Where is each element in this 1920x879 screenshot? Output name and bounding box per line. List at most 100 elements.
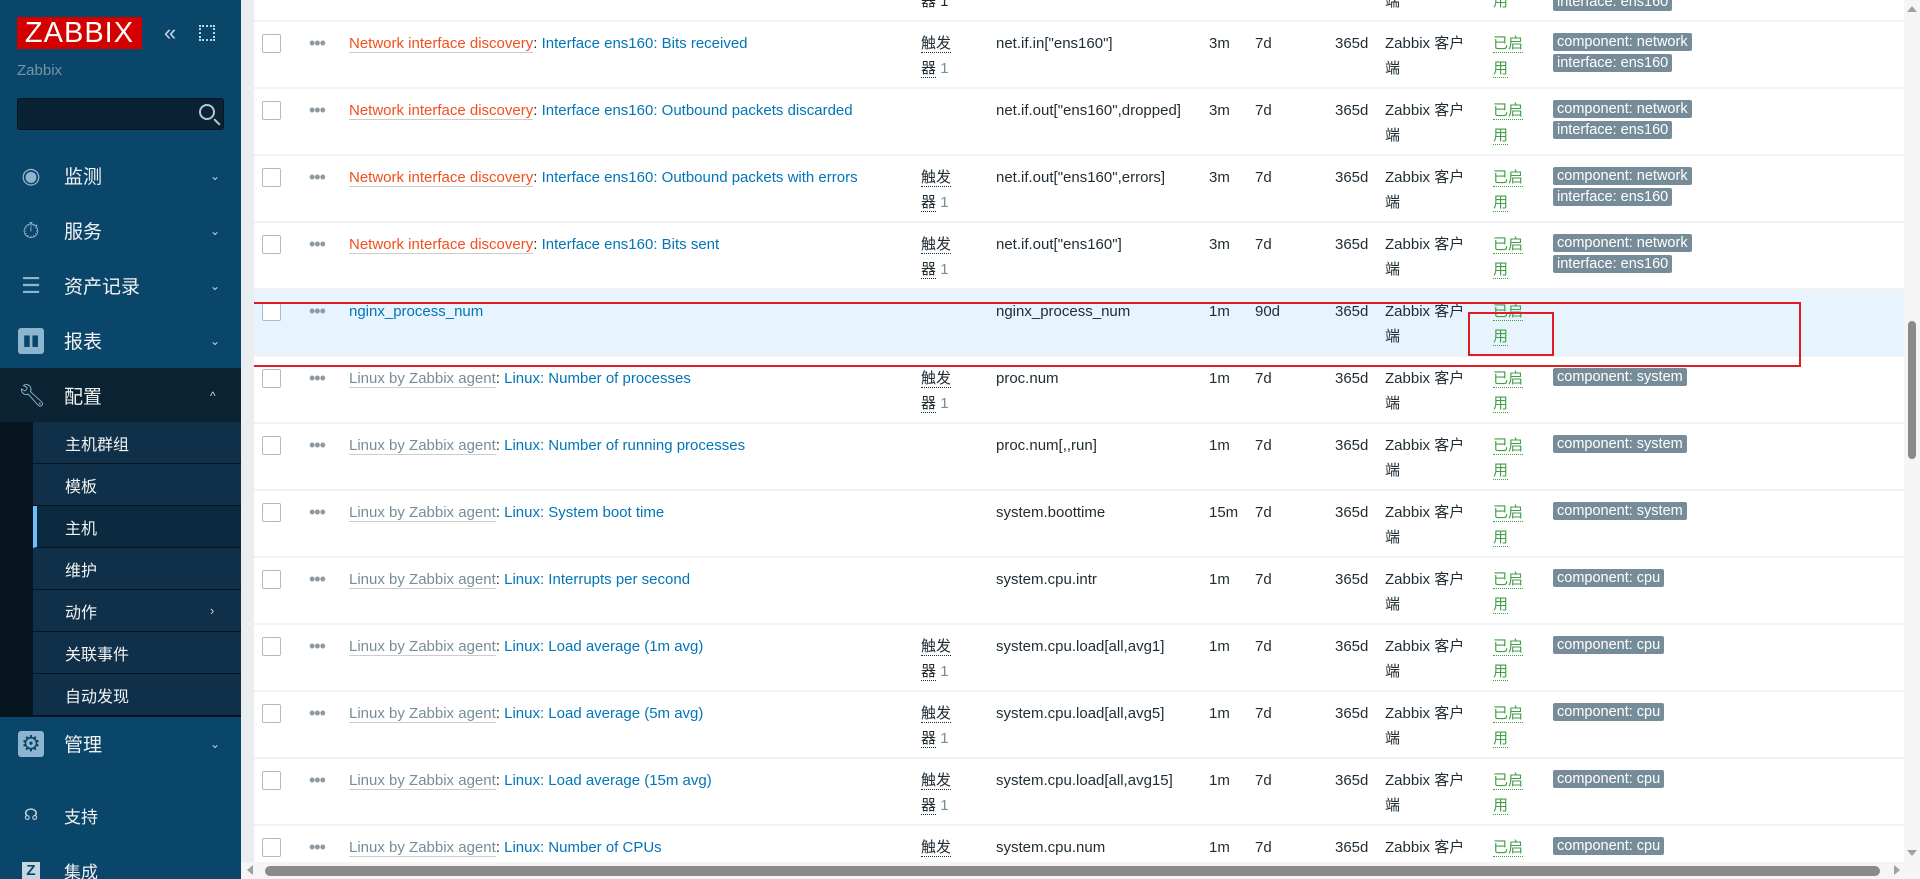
template-link[interactable]: Linux by Zabbix agent <box>349 437 496 455</box>
item-name-link[interactable]: Linux: Number of processes <box>504 370 691 387</box>
row-checkbox[interactable] <box>262 570 281 589</box>
submenu-event-correlation[interactable]: 关联事件 <box>33 632 241 674</box>
triggers-label[interactable]: 触发器 <box>921 638 952 681</box>
status-toggle[interactable]: 已启用 <box>1493 634 1525 684</box>
scroll-down-icon[interactable] <box>1907 850 1917 856</box>
triggers-link[interactable]: 触发器 1 <box>921 701 961 751</box>
status-toggle[interactable]: 已启用 <box>1493 98 1525 148</box>
search-input[interactable] <box>17 98 224 130</box>
item-name-link[interactable]: Linux: Interrupts per second <box>504 571 691 588</box>
row-checkbox[interactable] <box>262 168 281 187</box>
scroll-up-icon[interactable] <box>1907 6 1917 12</box>
item-name-link[interactable]: Linux: Load average (5m avg) <box>504 705 704 722</box>
scrollbar-thumb[interactable] <box>265 866 1880 876</box>
more-actions-icon[interactable]: ••• <box>309 167 326 187</box>
status-toggle[interactable]: 已启用 <box>1493 433 1525 483</box>
more-actions-icon[interactable]: ••• <box>309 569 326 589</box>
more-actions-icon[interactable]: ••• <box>309 502 326 522</box>
triggers-link[interactable]: 器 1 <box>921 0 949 10</box>
status-toggle[interactable]: 已启用 <box>1493 165 1525 215</box>
status-label[interactable]: 已启用 <box>1493 437 1524 480</box>
menu-reports[interactable]: ▮▮ 报表 ⌄ <box>0 313 241 368</box>
item-name-link[interactable]: Linux: Load average (1m avg) <box>504 638 704 655</box>
status-label[interactable]: 已启用 <box>1493 169 1524 212</box>
more-actions-icon[interactable]: ••• <box>309 770 326 790</box>
row-checkbox[interactable] <box>262 637 281 656</box>
triggers-label[interactable]: 触发器 <box>921 35 952 78</box>
submenu-hosts[interactable]: 主机 <box>33 506 241 548</box>
more-actions-icon[interactable]: ••• <box>309 234 326 254</box>
more-actions-icon[interactable]: ••• <box>309 636 326 656</box>
status-label[interactable]: 已启用 <box>1493 571 1524 614</box>
status-label[interactable]: 已启用 <box>1493 839 1524 862</box>
more-actions-icon[interactable]: ••• <box>309 435 326 455</box>
menu-integrations[interactable]: Z 集成 <box>0 843 241 879</box>
status-toggle[interactable]: 已启用 <box>1493 500 1525 550</box>
item-name-link[interactable]: Interface ens160: Outbound packets with … <box>541 169 858 186</box>
template-link[interactable]: Linux by Zabbix agent <box>349 705 496 723</box>
item-name-link[interactable]: Linux: Number of running processes <box>504 437 746 454</box>
status-toggle[interactable]: 已启用 <box>1493 366 1525 416</box>
row-checkbox[interactable] <box>262 369 281 388</box>
kiosk-mode-icon[interactable] <box>199 25 215 41</box>
status-label[interactable]: 已启用 <box>1493 772 1524 815</box>
submenu-actions[interactable]: 动作 › <box>33 590 241 632</box>
row-checkbox[interactable] <box>262 503 281 522</box>
row-checkbox[interactable] <box>262 704 281 723</box>
status-toggle[interactable]: 已启用 <box>1493 701 1525 751</box>
triggers-link[interactable]: 触发器 1 <box>921 768 961 818</box>
item-name-link[interactable]: Linux: Load average (15m avg) <box>504 772 712 789</box>
menu-configuration[interactable]: 🔧︎ 配置 ^ <box>0 368 241 423</box>
item-name-link[interactable]: Interface ens160: Outbound packets disca… <box>541 102 853 119</box>
triggers-link[interactable]: 触发器 1 <box>921 366 961 416</box>
status-toggle[interactable]: 已启用 <box>1493 768 1525 818</box>
submenu-discovery[interactable]: 自动发现 <box>33 674 241 716</box>
vertical-scrollbar[interactable] <box>1904 0 1920 862</box>
more-actions-icon[interactable]: ••• <box>309 368 326 388</box>
submenu-host-groups[interactable]: 主机群组 <box>33 422 241 464</box>
template-link[interactable]: Linux by Zabbix agent <box>349 772 496 790</box>
item-name-link[interactable]: Linux: Number of CPUs <box>504 839 662 856</box>
submenu-templates[interactable]: 模板 <box>33 464 241 506</box>
menu-monitoring[interactable]: ◉ 监测 ⌄ <box>0 148 241 203</box>
more-actions-icon[interactable]: ••• <box>309 100 326 120</box>
collapse-sidebar-icon[interactable]: « <box>164 20 177 45</box>
menu-services[interactable]: ⏱ 服务 ⌄ <box>0 203 241 258</box>
triggers-label[interactable]: 触发器 <box>921 839 952 862</box>
scrollbar-thumb[interactable] <box>1908 321 1916 459</box>
row-checkbox[interactable] <box>262 436 281 455</box>
triggers-link[interactable]: 触发器 1 <box>921 835 961 862</box>
status-toggle[interactable]: 已启用 <box>1493 835 1525 862</box>
row-checkbox[interactable] <box>262 771 281 790</box>
more-actions-icon[interactable]: ••• <box>309 33 326 53</box>
status-label[interactable]: 已启用 <box>1493 102 1524 145</box>
triggers-label[interactable]: 触发器 <box>921 772 952 815</box>
more-actions-icon[interactable]: ••• <box>309 703 326 723</box>
zabbix-logo[interactable]: ZABBIX <box>17 17 142 49</box>
template-link[interactable]: Linux by Zabbix agent <box>349 839 496 857</box>
triggers-link[interactable]: 触发器 1 <box>921 165 961 215</box>
item-name-link[interactable]: Linux: System boot time <box>504 504 665 521</box>
triggers-link[interactable]: 触发器 1 <box>921 31 961 81</box>
triggers-label[interactable]: 触发器 <box>921 705 952 748</box>
triggers-label[interactable]: 触发器 <box>921 169 952 212</box>
status-toggle[interactable]: 已启用 <box>1493 299 1525 349</box>
item-name-link[interactable]: nginx_process_num <box>349 303 484 320</box>
scroll-right-icon[interactable] <box>1894 865 1900 875</box>
search-icon[interactable] <box>199 104 215 120</box>
row-checkbox[interactable] <box>262 101 281 120</box>
status-label[interactable]: 已启用 <box>1493 370 1524 413</box>
status-label[interactable]: 已启用 <box>1493 504 1524 547</box>
more-actions-icon[interactable]: ••• <box>309 301 326 321</box>
menu-administration[interactable]: ⚙ 管理 ⌄ <box>0 716 241 771</box>
horizontal-scrollbar[interactable] <box>241 862 1920 879</box>
status-toggle[interactable]: 已启用 <box>1493 567 1525 617</box>
template-link[interactable]: Linux by Zabbix agent <box>349 638 496 656</box>
triggers-link[interactable]: 触发器 1 <box>921 634 961 684</box>
scroll-left-icon[interactable] <box>247 865 253 875</box>
status-label[interactable]: 已启用 <box>1493 303 1524 346</box>
row-checkbox[interactable] <box>262 235 281 254</box>
triggers-link[interactable]: 触发器 1 <box>921 232 961 282</box>
template-link[interactable]: Network interface discovery <box>349 102 534 120</box>
menu-inventory[interactable]: ☰ 资产记录 ⌄ <box>0 258 241 313</box>
